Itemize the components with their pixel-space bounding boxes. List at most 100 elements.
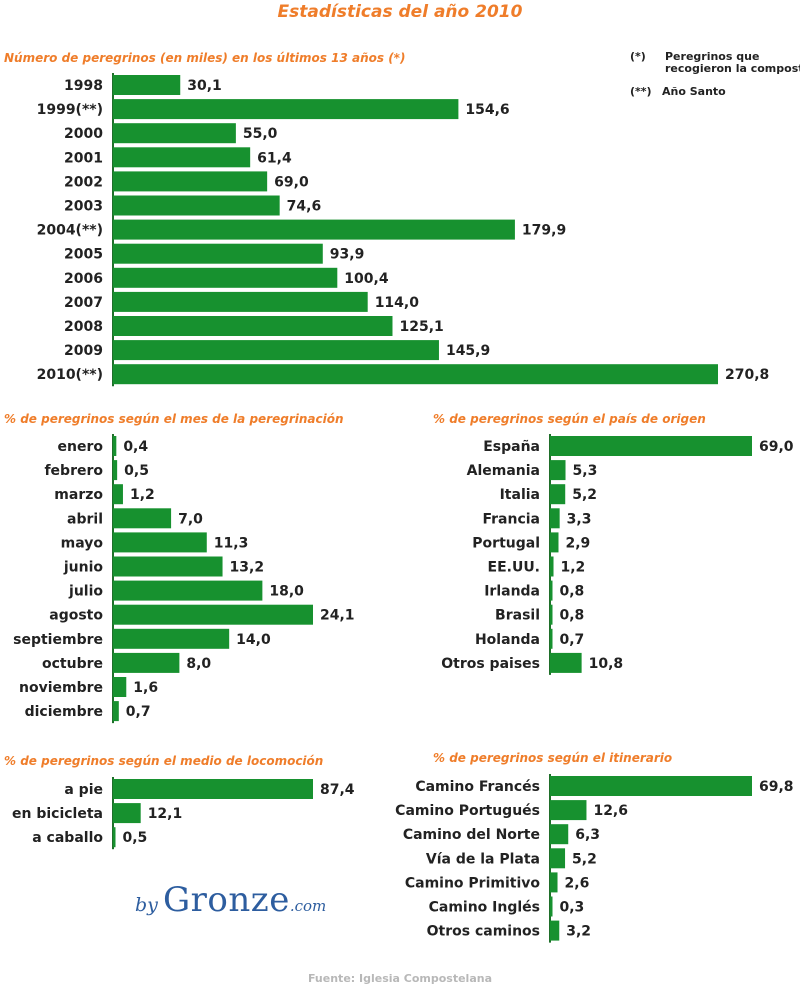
years-value-label: 61,4 (257, 150, 292, 166)
months-value-label: 11,3 (214, 535, 249, 551)
countries-value-label: 5,2 (572, 487, 597, 503)
months-category-label: noviembre (19, 680, 103, 696)
routes-chart: Camino Francés 69,8 Camino Portugués 12,6 Ca… (395, 774, 794, 943)
transport-chart-title: % de peregrinos según el medio de locomo… (4, 754, 324, 768)
months-category-label: septiembre (13, 632, 103, 648)
years-bar (113, 123, 236, 144)
routes-value-label: 2,6 (565, 875, 590, 891)
countries-chart-title: % de peregrinos según el país de origen (433, 412, 706, 426)
countries-category-label: Alemania (467, 463, 540, 479)
routes-value-label: 6,3 (575, 827, 600, 843)
years-bar (113, 147, 251, 168)
routes-value-label: 3,2 (566, 924, 591, 940)
months-bar (113, 532, 207, 553)
years-value-label: 69,0 (274, 174, 309, 190)
transport-category-label: a pie (64, 782, 103, 798)
countries-category-label: Otros paises (441, 656, 540, 672)
countries-category-label: Francia (482, 511, 540, 527)
countries-category-label: Portugal (472, 535, 540, 551)
months-chart: enero 0,4 febrero 0,5 marzo 1,2 abril 7,0 mayo 11… (13, 434, 355, 724)
years-category-label: 2003 (64, 199, 103, 215)
months-value-label: 13,2 (230, 560, 265, 576)
countries-category-label: España (483, 439, 540, 455)
years-bar (113, 99, 459, 120)
routes-value-label: 0,3 (560, 900, 585, 916)
years-bar (113, 340, 439, 361)
countries-bar (550, 532, 559, 553)
countries-bar (550, 628, 553, 649)
years-value-label: 30,1 (187, 78, 222, 94)
note-1-marker: (*) (630, 50, 646, 63)
months-category-label: diciembre (25, 704, 103, 720)
transport-chart: a pie 87,4 en bicicleta 12,1 a caballo 0,5 (12, 777, 355, 850)
years-bar (113, 219, 515, 240)
countries-category-label: Italia (500, 487, 540, 503)
routes-category-label: Camino Francés (415, 779, 540, 795)
years-value-label: 100,4 (344, 271, 389, 287)
months-value-label: 8,0 (186, 656, 211, 672)
years-bar (113, 75, 181, 95)
routes-value-label: 5,2 (572, 851, 597, 867)
years-value-label: 270,8 (725, 367, 769, 383)
months-value-label: 1,6 (133, 680, 158, 696)
countries-bar (550, 580, 553, 601)
years-category-label: 2002 (64, 174, 103, 190)
months-category-label: junio (63, 560, 104, 576)
months-category-label: agosto (49, 608, 103, 624)
routes-bar (550, 896, 553, 917)
logo-name: Gronze (163, 880, 290, 920)
months-bar (113, 701, 119, 722)
months-category-label: marzo (54, 487, 103, 503)
years-value-label: 179,9 (522, 223, 566, 239)
countries-category-label: Brasil (495, 608, 540, 624)
months-bar (113, 604, 313, 625)
countries-category-label: Holanda (475, 632, 540, 648)
routes-bar (550, 920, 560, 941)
years-bar (113, 195, 280, 216)
months-category-label: febrero (44, 463, 103, 479)
months-bar (113, 484, 123, 505)
transport-bar (113, 803, 141, 824)
years-value-label: 55,0 (243, 126, 278, 142)
months-bar (113, 652, 180, 673)
transport-value-label: 0,5 (123, 830, 148, 846)
years-bar (113, 243, 323, 264)
months-value-label: 0,4 (123, 439, 148, 455)
years-bar (113, 364, 718, 385)
years-value-label: 125,1 (399, 319, 443, 335)
years-chart-title: Número de peregrinos (en miles) en los ú… (4, 51, 406, 65)
page-title: Estadísticas del año 2010 (277, 2, 523, 22)
months-category-label: julio (68, 584, 103, 600)
countries-bar (550, 460, 566, 481)
months-category-label: abril (67, 511, 103, 527)
years-category-label: 2010(**) (37, 367, 103, 383)
countries-value-label: 0,8 (560, 608, 585, 624)
months-value-label: 0,5 (124, 463, 149, 479)
years-bar (113, 316, 393, 336)
countries-value-label: 69,0 (759, 439, 794, 455)
months-value-label: 18,0 (269, 584, 304, 600)
months-value-label: 1,2 (130, 487, 155, 503)
years-category-label: 1998 (64, 78, 103, 94)
routes-bar (550, 824, 569, 845)
months-value-label: 0,7 (126, 704, 151, 720)
years-bar (113, 267, 338, 288)
years-category-label: 2001 (64, 150, 103, 166)
countries-value-label: 10,8 (589, 656, 624, 672)
years-value-label: 74,6 (287, 199, 322, 215)
years-value-label: 93,9 (330, 247, 365, 263)
countries-value-label: 2,9 (565, 535, 590, 551)
months-chart-title: % de peregrinos según el mes de la pereg… (4, 412, 344, 426)
years-chart: 1998 30,1 1999(**) 154,6 2000 55,0 2001 61,4 200… (37, 73, 769, 387)
countries-bar (550, 508, 560, 529)
years-category-label: 2006 (64, 271, 103, 287)
countries-bar (550, 484, 566, 505)
routes-category-label: Camino Portugués (395, 803, 540, 819)
months-category-label: octubre (42, 656, 103, 672)
routes-value-label: 69,8 (759, 779, 794, 795)
countries-bar (550, 652, 582, 673)
transport-bar (113, 827, 116, 848)
routes-bar (550, 848, 566, 869)
years-value-label: 114,0 (375, 295, 420, 311)
